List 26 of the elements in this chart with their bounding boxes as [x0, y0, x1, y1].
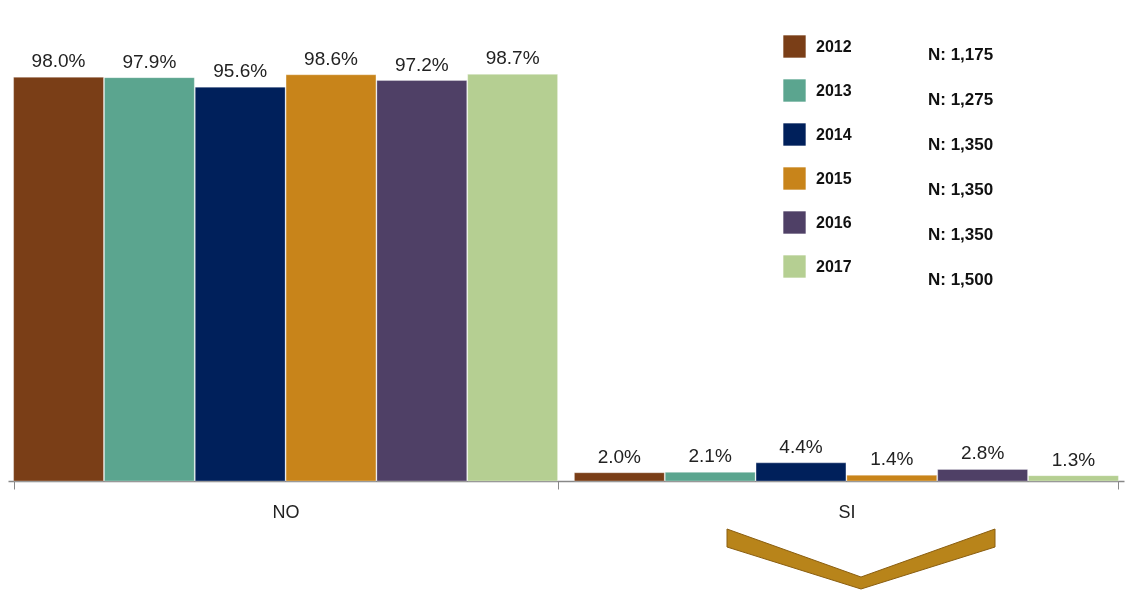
data-label: 97.2%	[394, 53, 449, 75]
data-label: 4.4%	[779, 435, 823, 457]
legend-label: 2012	[816, 37, 852, 55]
annotation: N: 1,500	[928, 270, 994, 289]
annotation: N: 1,275	[928, 90, 994, 109]
legend-label: 2017	[816, 257, 852, 275]
data-label: 98.7%	[485, 47, 540, 69]
annotation: N: 1,350	[928, 225, 994, 244]
text: N: 1,175	[928, 45, 994, 64]
data-label: 2.1%	[688, 445, 732, 467]
annotation: N: 1,350	[928, 135, 994, 154]
annotation: N: 1,350	[928, 180, 994, 199]
legend-label: 2014	[816, 125, 852, 143]
data-label: 98.0%	[31, 50, 86, 72]
data-label: 95.6%	[213, 60, 268, 82]
data-label: 1.4%	[870, 448, 914, 470]
data-label: 98.6%	[304, 47, 359, 69]
data-label: 2.0%	[597, 445, 642, 467]
data-label: 1.3%	[1051, 448, 1096, 470]
data-label: 97.9%	[122, 50, 177, 72]
legend-label: 2015	[816, 169, 852, 187]
legend-label: 2016	[816, 213, 852, 231]
x-tick-label: SI	[838, 501, 856, 522]
data-label: 2.8%	[960, 442, 1005, 464]
legend-label: 2013	[816, 81, 852, 99]
x-tick-label: NO	[272, 501, 300, 522]
